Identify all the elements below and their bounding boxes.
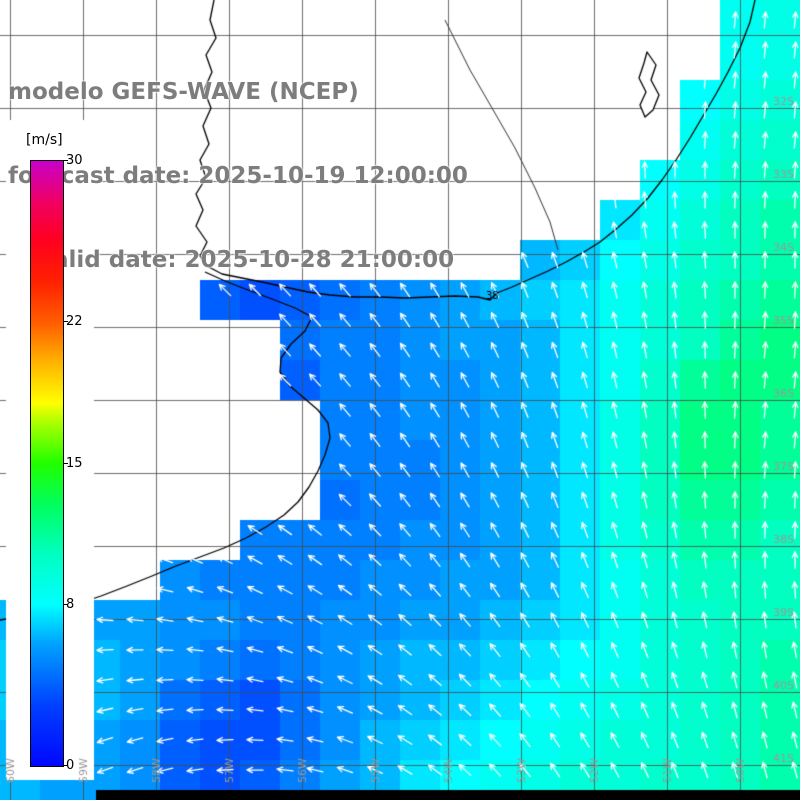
colorbar-tickmark: [63, 321, 68, 323]
colorbar-tickmark: [63, 160, 68, 161]
colorbar-tick-label: 0: [66, 758, 75, 773]
colorbar-tick-label: 15: [66, 455, 83, 471]
colorbar-unit-label: [m/s]: [26, 132, 63, 148]
valid-date-text: valid date: 2025-10-28 21:00:00: [38, 247, 455, 273]
colorbar-tick-label: 30: [66, 153, 83, 168]
model-title: modelo GEFS-WAVE (NCEP): [8, 79, 359, 105]
colorbar-tickmark: [63, 603, 68, 605]
colorbar-tick-label: 8: [66, 596, 75, 612]
colorbar-tickmark: [63, 462, 68, 464]
colorbar-tick-label: 22: [66, 314, 83, 330]
map-title-block: modelo GEFS-WAVE (NCEP) forecast date: 2…: [8, 22, 468, 330]
colorbar-tickmark: [63, 765, 68, 766]
colorbar-gradient: [30, 160, 64, 767]
